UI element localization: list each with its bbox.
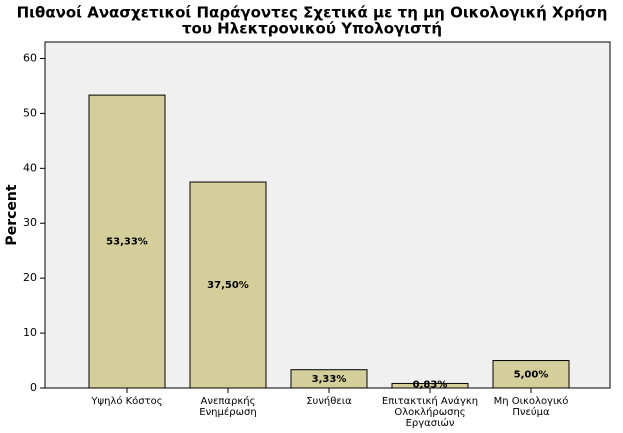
value-label: 0,83% bbox=[413, 380, 448, 391]
x-tick-label: Επιτακτική Ανάγκη bbox=[382, 395, 478, 407]
x-tick-label: Μη Οικολογικό bbox=[494, 395, 569, 407]
value-label: 37,50% bbox=[207, 280, 249, 291]
y-tick-label: 40 bbox=[23, 161, 37, 174]
bar bbox=[290, 369, 368, 389]
value-label: 5,00% bbox=[514, 369, 549, 380]
x-tick-label: Εργασιών bbox=[406, 417, 455, 429]
value-label: 3,33% bbox=[312, 374, 347, 385]
chart-title: Πιθανοί Ανασχετικοί Παράγοντες Σχετικά μ… bbox=[17, 4, 608, 22]
value-label: 53,33% bbox=[106, 237, 148, 248]
y-tick-label: 30 bbox=[23, 216, 37, 229]
bar bbox=[391, 382, 469, 389]
y-axis-title: Percent bbox=[4, 184, 20, 245]
x-tick-label: Υψηλό Κόστος bbox=[90, 395, 162, 407]
y-tick-label: 10 bbox=[23, 326, 37, 339]
x-tick-label: Συνήθεια bbox=[306, 395, 352, 407]
bar bbox=[492, 360, 570, 389]
y-tick-label: 0 bbox=[30, 381, 37, 394]
y-tick-label: 20 bbox=[23, 271, 37, 284]
bar bbox=[88, 94, 166, 389]
y-tick-label: 50 bbox=[23, 106, 37, 119]
x-tick-label: Πνεύμα bbox=[512, 406, 550, 418]
chart-title: του Ηλεκτρονικού Υπολογιστή bbox=[182, 20, 442, 38]
x-tick-label: Ενημέρωση bbox=[199, 406, 256, 418]
x-tick-label: Ολοκλήρωσης bbox=[394, 406, 465, 418]
bar bbox=[189, 181, 267, 389]
y-tick-label: 60 bbox=[23, 51, 37, 64]
x-tick-label: Ανεπαρκής bbox=[201, 395, 256, 407]
